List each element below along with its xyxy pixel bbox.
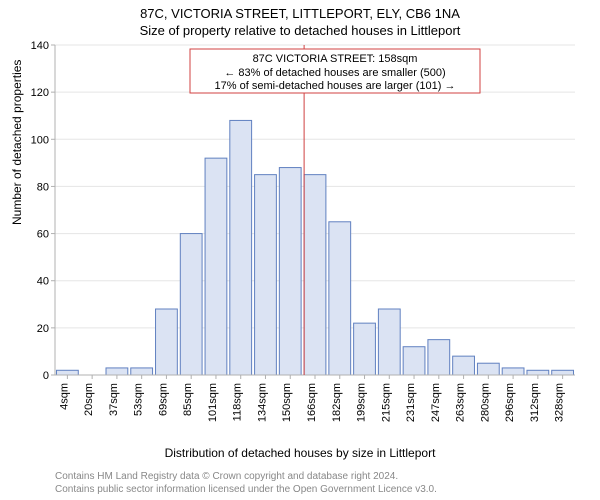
y-tick-label: 140 xyxy=(31,40,49,52)
histogram-bar xyxy=(156,309,178,375)
x-tick-label: 101sqm xyxy=(207,383,219,422)
title-main: 87C, VICTORIA STREET, LITTLEPORT, ELY, C… xyxy=(0,0,600,21)
x-tick-label: 37sqm xyxy=(108,383,120,416)
y-tick-label: 60 xyxy=(37,229,49,241)
chart-svg: 0204060801001201404sqm20sqm37sqm53sqm69s… xyxy=(55,45,575,445)
y-tick-label: 0 xyxy=(43,370,49,382)
histogram-bar xyxy=(502,368,524,375)
x-tick-label: 263sqm xyxy=(455,383,467,422)
histogram-bar xyxy=(552,370,574,375)
footer-copyright: Contains HM Land Registry data © Crown c… xyxy=(55,471,398,482)
annotation-line3: 17% of semi-detached houses are larger (… xyxy=(215,80,456,92)
y-tick-label: 120 xyxy=(31,87,49,99)
x-tick-label: 166sqm xyxy=(306,383,318,422)
histogram-bar xyxy=(329,222,351,375)
x-tick-label: 85sqm xyxy=(182,383,194,416)
histogram-bar xyxy=(428,340,450,375)
x-tick-label: 53sqm xyxy=(133,383,145,416)
x-tick-label: 20sqm xyxy=(83,383,95,416)
plot-area: 0204060801001201404sqm20sqm37sqm53sqm69s… xyxy=(55,45,575,410)
y-tick-label: 100 xyxy=(31,134,49,146)
histogram-bar xyxy=(279,168,301,375)
histogram-bar xyxy=(106,368,128,375)
x-tick-label: 280sqm xyxy=(479,383,491,422)
footer-licence: Contains public sector information licen… xyxy=(55,484,437,495)
histogram-bar xyxy=(180,234,202,375)
histogram-bar xyxy=(255,175,277,375)
histogram-bar xyxy=(56,370,78,375)
histogram-bar xyxy=(304,175,326,375)
chart-container: 87C, VICTORIA STREET, LITTLEPORT, ELY, C… xyxy=(0,0,600,500)
x-tick-label: 296sqm xyxy=(504,383,516,422)
x-tick-label: 312sqm xyxy=(529,383,541,422)
annotation-line2: ← 83% of detached houses are smaller (50… xyxy=(224,67,445,79)
histogram-bar xyxy=(477,363,499,375)
x-tick-label: 247sqm xyxy=(430,383,442,422)
histogram-bar xyxy=(205,158,227,375)
y-tick-label: 40 xyxy=(37,276,49,288)
x-tick-label: 118sqm xyxy=(232,383,244,421)
histogram-bar xyxy=(354,323,376,375)
x-tick-label: 182sqm xyxy=(331,383,343,422)
histogram-bar xyxy=(230,120,252,375)
x-tick-label: 328sqm xyxy=(554,383,566,422)
histogram-bar xyxy=(453,356,475,375)
x-tick-label: 215sqm xyxy=(380,383,392,422)
y-tick-label: 20 xyxy=(37,323,49,335)
histogram-bar xyxy=(527,370,549,375)
y-axis-label: Number of detached properties xyxy=(10,60,24,225)
x-tick-label: 199sqm xyxy=(356,383,368,422)
annotation-line1: 87C VICTORIA STREET: 158sqm xyxy=(253,53,418,65)
x-tick-label: 231sqm xyxy=(405,383,417,422)
x-axis-label: Distribution of detached houses by size … xyxy=(0,446,600,460)
x-tick-label: 4sqm xyxy=(58,383,70,410)
histogram-bar xyxy=(378,309,400,375)
histogram-bar xyxy=(403,347,425,375)
x-tick-label: 69sqm xyxy=(157,383,169,416)
x-tick-label: 150sqm xyxy=(281,383,293,422)
y-tick-label: 80 xyxy=(37,181,49,193)
histogram-bar xyxy=(131,368,153,375)
x-tick-label: 134sqm xyxy=(256,383,268,422)
title-sub: Size of property relative to detached ho… xyxy=(0,21,600,38)
